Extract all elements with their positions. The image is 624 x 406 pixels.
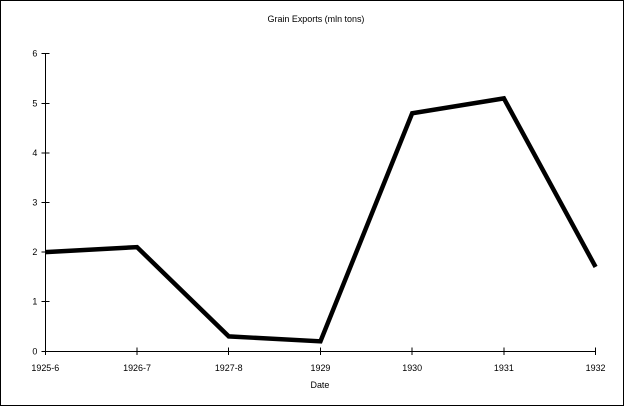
x-tick-label: 1931 [494,363,514,373]
x-axis-ticks: 1925-6 1926-7 1927-8 1929 1930 1931 1932 [31,347,606,373]
y-tick-label: 3 [32,197,37,207]
chart-title: Grain Exports (mln tons) [268,14,365,24]
x-tick-label: 1932 [586,363,606,373]
y-axis-ticks: 0 1 2 3 4 5 6 [32,49,50,356]
x-tick-label: 1930 [402,363,422,373]
x-axis-title: Date [311,380,330,390]
y-tick-label: 6 [32,49,37,59]
axes [44,53,596,352]
y-tick-label: 1 [32,297,37,307]
y-tick-label: 2 [32,247,37,257]
y-tick-label: 4 [32,148,37,158]
y-tick-label: 5 [32,98,37,108]
y-tick-label: 0 [32,346,37,356]
x-tick-label: 1925-6 [31,363,59,373]
x-tick-label: 1927-8 [215,363,243,373]
x-tick-label: 1926-7 [123,363,151,373]
x-tick-label: 1929 [311,363,331,373]
data-series-line [45,95,598,344]
